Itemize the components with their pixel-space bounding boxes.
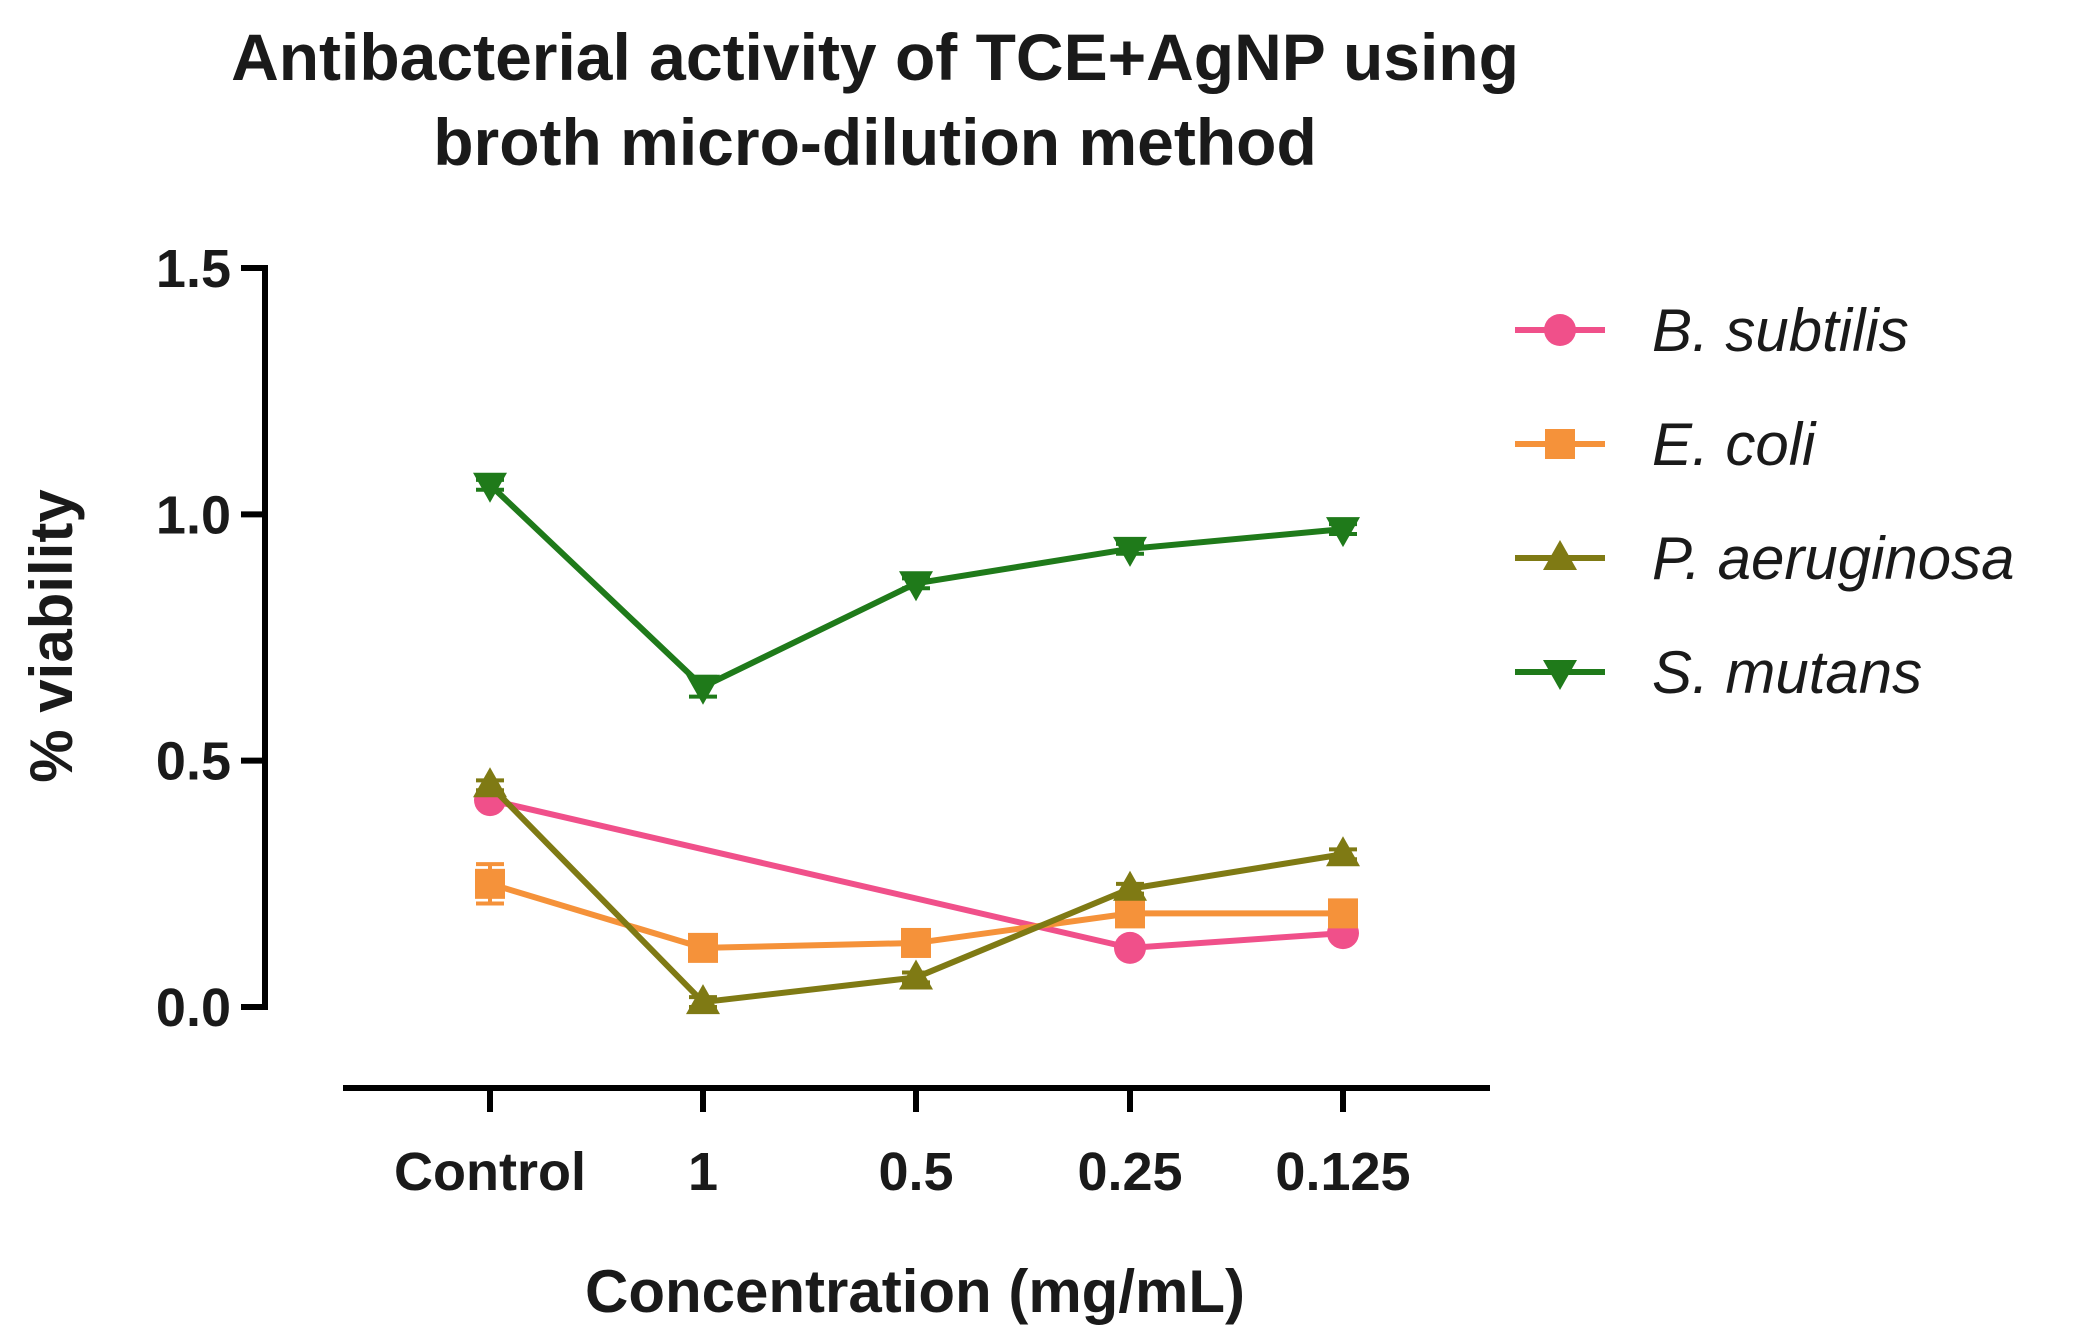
data-point bbox=[899, 959, 933, 990]
data-point bbox=[901, 927, 931, 958]
y-tick-label: 1.0 bbox=[156, 485, 231, 545]
data-point bbox=[473, 767, 507, 798]
x-tick-label: 1 bbox=[688, 1142, 718, 1202]
legend-marker bbox=[1544, 314, 1576, 346]
legend-label: P. aeruginosa bbox=[1652, 525, 2015, 592]
y-axis: 0.0 0.5 1.0 1.5 bbox=[156, 239, 268, 1038]
x-tick-label: Control bbox=[394, 1142, 586, 1202]
y-tick-label: 0.0 bbox=[156, 978, 231, 1038]
legend-marker bbox=[1543, 660, 1577, 690]
legend-marker bbox=[1545, 429, 1575, 459]
data-point bbox=[688, 932, 718, 963]
series-e-coli bbox=[475, 862, 1358, 963]
y-axis-title: % viability bbox=[18, 489, 85, 783]
series-s-mutans bbox=[473, 472, 1360, 705]
data-point bbox=[686, 674, 720, 705]
chart-title-line-1: Antibacterial activity of TCE+AgNP using bbox=[231, 20, 1519, 94]
data-point bbox=[1113, 536, 1147, 567]
legend-item: S. mutans bbox=[1515, 639, 1922, 706]
data-point bbox=[475, 868, 505, 899]
data-point bbox=[1115, 898, 1145, 929]
x-tick-label: 0.125 bbox=[1275, 1142, 1410, 1202]
legend-item: P. aeruginosa bbox=[1515, 525, 2015, 592]
legend-label: S. mutans bbox=[1652, 639, 1922, 706]
chart-title-line-2: broth micro-dilution method bbox=[433, 105, 1317, 179]
plot-area bbox=[473, 472, 1360, 1015]
y-tick-label: 0.5 bbox=[156, 732, 231, 792]
x-axis: Control 1 0.5 0.25 0.125 bbox=[343, 1085, 1490, 1202]
x-tick-label: 0.25 bbox=[1077, 1142, 1182, 1202]
data-point bbox=[1114, 931, 1146, 964]
data-point bbox=[899, 571, 933, 602]
data-point bbox=[1326, 517, 1360, 548]
legend-item: E. coli bbox=[1515, 411, 1817, 478]
data-point bbox=[686, 984, 720, 1015]
series-p-aeruginosa bbox=[473, 767, 1360, 1015]
data-point bbox=[1328, 898, 1358, 929]
data-point bbox=[1113, 870, 1147, 901]
legend: B. subtilis E. coli P. aeruginosa S. mutans bbox=[1515, 297, 2015, 706]
legend-label: E. coli bbox=[1652, 411, 1817, 478]
y-tick-label: 1.5 bbox=[156, 239, 231, 299]
legend-item: B. subtilis bbox=[1515, 297, 1909, 364]
legend-label: B. subtilis bbox=[1652, 297, 1909, 364]
legend-marker bbox=[1543, 540, 1577, 570]
data-point bbox=[473, 472, 507, 503]
x-tick-label: 0.5 bbox=[878, 1142, 953, 1202]
x-axis-title: Concentration (mg/mL) bbox=[585, 1258, 1245, 1325]
data-point bbox=[1326, 836, 1360, 867]
